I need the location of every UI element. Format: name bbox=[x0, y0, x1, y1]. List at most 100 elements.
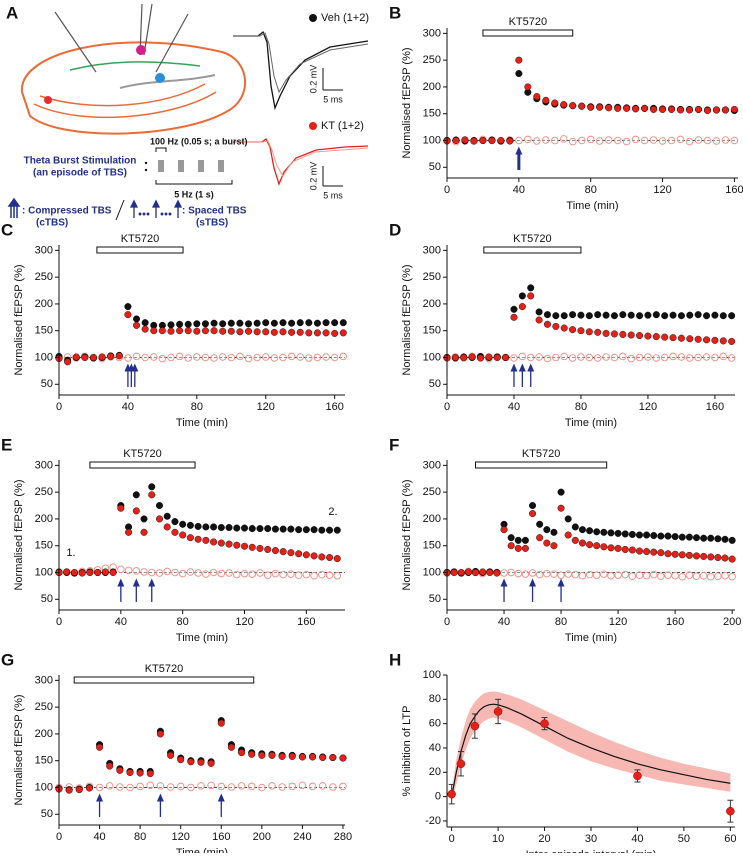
data-point bbox=[187, 758, 195, 766]
control-point bbox=[657, 572, 665, 581]
data-point bbox=[485, 353, 493, 361]
x-tick-label: 120 bbox=[639, 401, 657, 413]
x-tick-label: 40 bbox=[513, 184, 525, 196]
data-point bbox=[193, 327, 201, 335]
data-point bbox=[726, 806, 735, 816]
data-point bbox=[450, 569, 458, 577]
control-point bbox=[270, 354, 279, 362]
data-point bbox=[543, 539, 551, 547]
data-point bbox=[668, 105, 676, 113]
control-point bbox=[649, 570, 658, 579]
control-point bbox=[248, 570, 256, 578]
control-point bbox=[207, 781, 215, 790]
x-tick-label: 160 bbox=[725, 184, 743, 196]
data-point bbox=[527, 284, 535, 292]
data-point bbox=[155, 515, 163, 523]
data-point bbox=[644, 332, 652, 340]
data-point bbox=[256, 525, 264, 533]
control-point bbox=[614, 571, 622, 579]
control-point bbox=[622, 137, 631, 146]
control-point bbox=[564, 570, 572, 578]
x-tick-label: 0 bbox=[444, 616, 450, 628]
data-point bbox=[550, 528, 558, 536]
panel: KT5720 50 100 150 200 250 300 0 40 80 120 160 Time (… bbox=[1, 220, 348, 429]
data-point bbox=[636, 312, 644, 320]
data-point bbox=[493, 707, 503, 716]
data-point bbox=[527, 292, 535, 300]
control-point bbox=[126, 783, 134, 792]
control-point bbox=[714, 572, 722, 581]
data-point bbox=[288, 752, 296, 760]
data-point bbox=[194, 535, 202, 543]
control-point bbox=[542, 136, 550, 144]
data-point bbox=[89, 354, 97, 362]
data-point bbox=[623, 104, 631, 112]
data-point bbox=[657, 532, 665, 540]
control-point bbox=[560, 135, 568, 143]
control-point bbox=[187, 783, 195, 792]
data-point bbox=[148, 483, 156, 491]
control-point bbox=[557, 571, 565, 579]
y-tick-label: 0 bbox=[435, 791, 441, 803]
y-tick-label: 150 bbox=[35, 755, 53, 767]
control-point bbox=[533, 137, 541, 145]
panel-letter: D bbox=[389, 220, 401, 239]
data-point bbox=[685, 533, 693, 541]
y-tick-label: 100 bbox=[423, 566, 441, 578]
control-point bbox=[261, 353, 270, 361]
data-point bbox=[502, 354, 510, 362]
tbs-label: Theta Burst Stimulation bbox=[24, 156, 137, 167]
scale-label: 0.2 mV bbox=[308, 65, 318, 94]
data-point bbox=[201, 327, 209, 335]
arrow-head bbox=[510, 363, 518, 372]
data-point bbox=[669, 334, 677, 342]
y-tick-label: 200 bbox=[423, 513, 441, 525]
x-tick-label: 200 bbox=[253, 831, 271, 843]
control-point bbox=[610, 353, 619, 362]
panel: KT5720 50 100 150 200 250 300 0 40 80 120 160 200 Tim… bbox=[389, 435, 741, 643]
control-point bbox=[210, 354, 218, 362]
data-point bbox=[614, 544, 622, 552]
data-point bbox=[533, 93, 541, 101]
data-point bbox=[167, 751, 175, 759]
control-point bbox=[602, 353, 610, 361]
data-point bbox=[633, 771, 642, 781]
y-tick-label: 300 bbox=[423, 244, 441, 256]
data-point bbox=[514, 544, 522, 552]
data-point bbox=[207, 759, 215, 767]
data-point bbox=[64, 358, 72, 366]
data-point bbox=[278, 752, 286, 760]
drug-bar bbox=[483, 246, 582, 254]
control-point bbox=[278, 783, 286, 791]
drug-bar bbox=[96, 246, 184, 254]
data-point bbox=[318, 553, 326, 561]
data-point bbox=[678, 533, 686, 541]
data-point bbox=[607, 529, 615, 537]
data-point bbox=[560, 312, 568, 320]
data-point bbox=[557, 488, 565, 496]
data-point bbox=[86, 569, 94, 577]
control-point bbox=[95, 783, 104, 792]
data-point bbox=[279, 525, 287, 533]
x-tick-label: 160 bbox=[212, 831, 230, 843]
data-point bbox=[719, 312, 727, 320]
x-tick-label: 0 bbox=[449, 833, 455, 845]
bracket bbox=[155, 147, 167, 152]
x-tick-label: 40 bbox=[115, 616, 127, 628]
data-point bbox=[461, 136, 469, 144]
data-point bbox=[177, 756, 185, 764]
control-point bbox=[288, 782, 297, 791]
control-point bbox=[526, 353, 535, 362]
control-point bbox=[305, 354, 313, 362]
control-point bbox=[550, 570, 558, 578]
y-tick-label: 100 bbox=[35, 781, 53, 793]
data-point bbox=[521, 536, 529, 544]
x-tick-label: 120 bbox=[172, 831, 190, 843]
data-point bbox=[600, 528, 608, 536]
arrow-head bbox=[131, 363, 139, 372]
x-tick-label: 0 bbox=[56, 831, 62, 843]
control-point bbox=[514, 569, 523, 578]
data-point bbox=[712, 106, 720, 114]
data-point bbox=[493, 569, 501, 577]
data-point bbox=[569, 311, 577, 319]
